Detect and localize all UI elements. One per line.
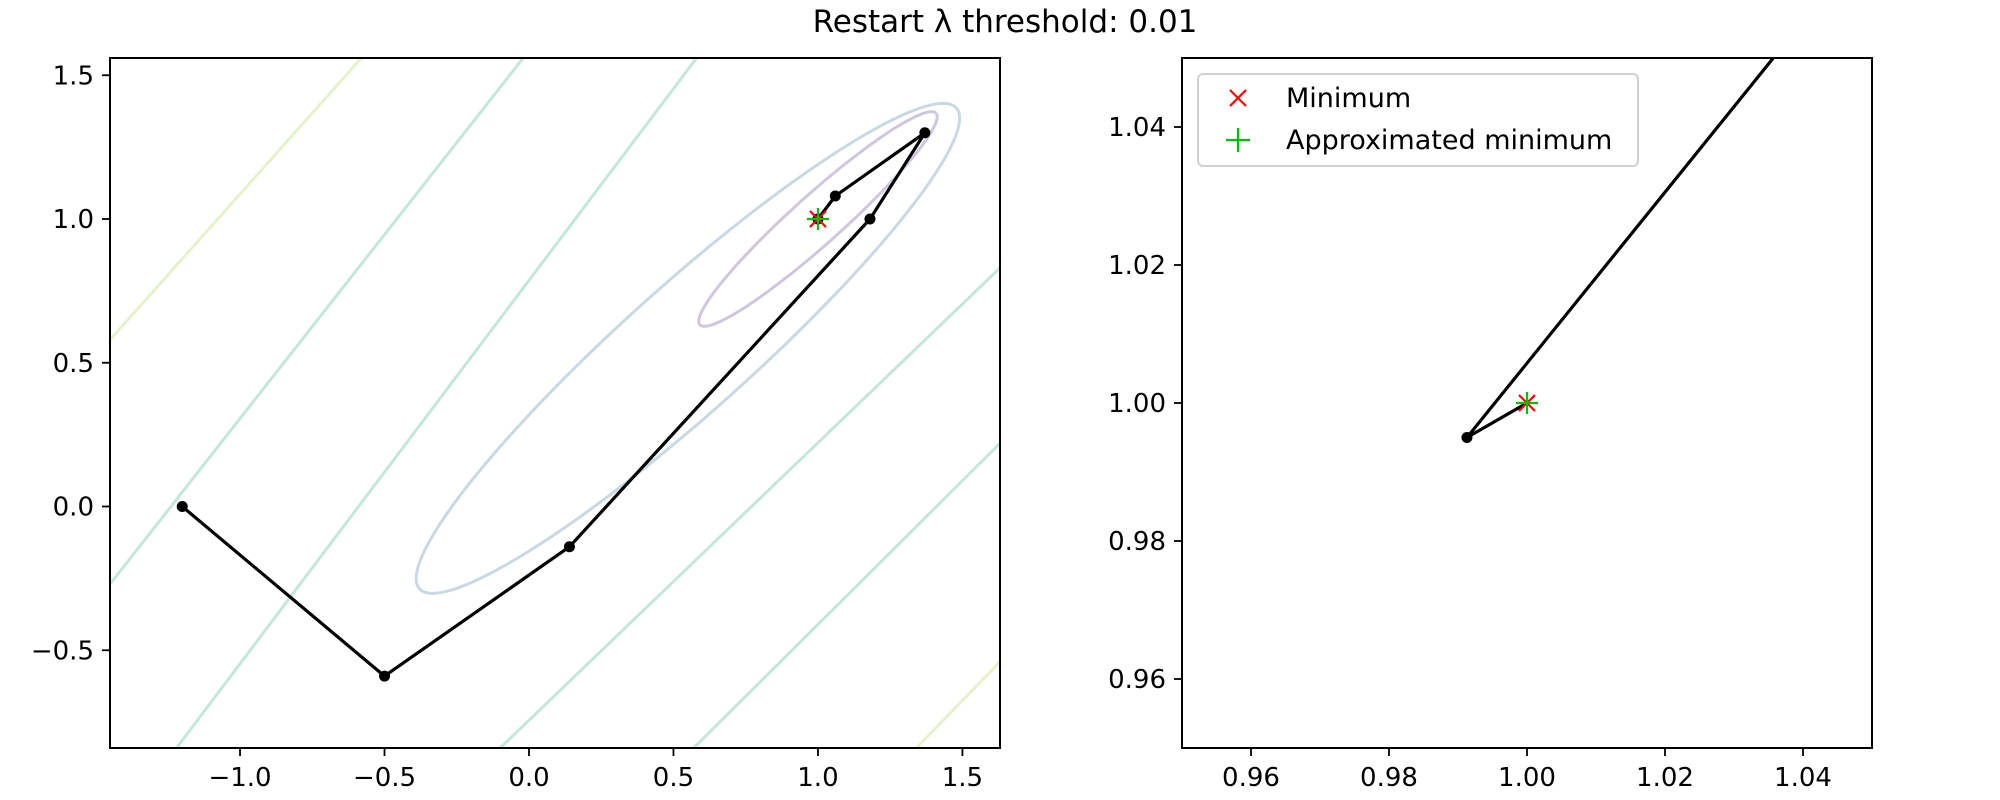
legend-minimum-icon: [1229, 89, 1247, 107]
left-axes-frame: [109, 57, 1001, 749]
approximated-minimum-marker: [1516, 392, 1538, 414]
x-tick-label: 1.5: [942, 763, 983, 793]
x-tick-label: 1.02: [1636, 763, 1694, 793]
path-point: [1461, 432, 1473, 443]
x-tick-label: 1.0: [797, 763, 838, 793]
y-tick-label: 0.5: [53, 349, 94, 379]
x-tick-label: −1.0: [208, 763, 271, 793]
x-tick-label: 0.98: [1360, 763, 1418, 793]
x-tick-label: 0.5: [653, 763, 694, 793]
contour-line: [110, 58, 363, 341]
y-tick-label: −0.5: [31, 636, 94, 666]
path-point: [563, 541, 575, 553]
figure-title: Restart λ threshold: 0.01: [813, 4, 1198, 40]
path-point: [379, 670, 391, 682]
x-tick-label: 0.0: [508, 763, 549, 793]
y-tick-label: 1.04: [1108, 113, 1166, 143]
path-point: [829, 190, 841, 202]
y-tick-label: 0.0: [53, 493, 94, 523]
y-tick-label: 0.96: [1108, 665, 1166, 695]
legend-label: Approximated minimum: [1286, 125, 1612, 156]
y-tick-label: 1.0: [53, 205, 94, 235]
y-tick-label: 1.02: [1108, 251, 1166, 281]
contour-ellipse-mid: [414, 101, 962, 595]
path-point: [919, 127, 931, 139]
legend-label: Minimum: [1286, 83, 1411, 114]
contour-line: [175, 58, 698, 748]
path-point: [176, 501, 188, 512]
contour-line: [499, 266, 1000, 748]
y-tick-label: 1.00: [1108, 389, 1166, 419]
approximated-minimum-marker: [806, 208, 829, 230]
contour-line: [692, 442, 1000, 748]
y-tick-label: 1.5: [53, 61, 94, 91]
x-tick-label: −0.5: [353, 763, 416, 793]
right-plot-panel: 0.96 0.98 1.00 1.02 1.04 0.96 0.98 1.00 1.02 1.04…: [1108, 57, 1873, 793]
legend-box: [1197, 73, 1639, 167]
legend: Minimum Approximated minimum: [1197, 73, 1639, 167]
left-plot-panel: −1.0 −0.5 0.0 0.5 1.0 1.5 −0.5 0.0 0.5 1.0 1.5: [31, 57, 1001, 793]
contour-ellipse-inner: [697, 110, 939, 328]
x-tick-label: 0.96: [1222, 763, 1280, 793]
left-plot-area: [110, 58, 1000, 748]
contour-line: [915, 660, 1000, 748]
right-plot-area: [1461, 58, 1775, 443]
path-point: [864, 213, 876, 225]
x-tick-label: 1.00: [1498, 763, 1556, 793]
y-tick-label: 0.98: [1108, 527, 1166, 557]
contour-line: [110, 58, 525, 586]
x-tick-label: 1.04: [1774, 763, 1832, 793]
